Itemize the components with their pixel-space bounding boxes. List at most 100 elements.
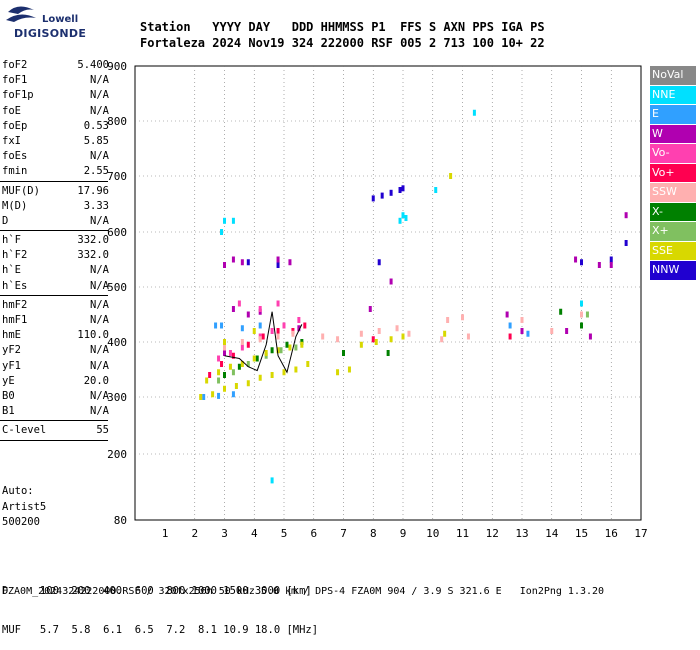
param-value: N/A [90, 214, 109, 227]
logo-text-digisonde: DIGISONDE [14, 27, 87, 40]
param-row: h`F2 332.0 [0, 248, 112, 263]
data-point [297, 317, 301, 323]
data-point [276, 333, 280, 340]
data-point [223, 262, 226, 268]
y-tick-label: 200 [107, 448, 127, 461]
param-row: h`E N/A [0, 263, 112, 278]
data-point [279, 347, 283, 354]
data-point [395, 325, 399, 332]
data-point [580, 259, 583, 266]
data-point [404, 215, 408, 221]
data-point [223, 344, 226, 351]
data-point [466, 333, 470, 340]
param-row: hmF2 N/A [0, 298, 112, 313]
data-point [449, 173, 453, 179]
data-point [276, 262, 280, 268]
legend-item-sse: SSE [650, 241, 696, 260]
data-point [336, 336, 340, 343]
param-row: B0 N/A [0, 389, 112, 404]
param-value: N/A [90, 279, 109, 292]
param-value: N/A [90, 359, 109, 372]
param-label: B1 [2, 405, 15, 418]
data-point [371, 336, 375, 343]
param-label: h`F [2, 234, 21, 247]
param-label: h`Es [2, 279, 28, 292]
data-point [609, 262, 613, 268]
param-label: D [2, 214, 9, 227]
data-point [580, 322, 583, 329]
x-tick-label: 4 [251, 527, 258, 540]
auto-program: Artist5 [2, 500, 47, 513]
data-point [306, 361, 310, 367]
data-point [237, 300, 241, 307]
x-tick-label: 8 [370, 527, 377, 540]
param-value: N/A [90, 150, 109, 163]
data-point [377, 328, 381, 334]
legend-item-e: E [650, 105, 696, 124]
data-point [386, 350, 390, 356]
data-point [398, 217, 402, 224]
y-tick-label: 900 [107, 60, 127, 73]
param-label: fxI [2, 134, 21, 147]
param-separator [0, 420, 108, 422]
legend-item-noval: NoVal [650, 66, 696, 85]
data-point [270, 347, 274, 354]
distance-row: D 100 200 400 600 800 1000 1500 3000 [km… [2, 585, 312, 597]
data-point [240, 361, 244, 367]
param-separator [0, 180, 108, 182]
param-separator [0, 294, 108, 296]
param-row: foEs N/A [0, 149, 112, 164]
param-label: foEs [2, 150, 28, 163]
data-point [246, 361, 250, 367]
param-value: N/A [90, 314, 109, 326]
param-row: foE N/A [0, 104, 112, 119]
data-point [214, 322, 218, 329]
data-point [443, 330, 447, 337]
param-value: 0.53 [83, 119, 109, 132]
data-point [220, 322, 224, 329]
param-separator [0, 230, 108, 232]
data-point [407, 330, 411, 337]
data-point [336, 369, 340, 376]
data-point [223, 350, 226, 356]
y-tick-label: 700 [107, 170, 127, 183]
header-field-names: Station YYYY DAY DDD HHMMSS P1 FFS S AXN… [140, 20, 545, 34]
y-tick-label: 400 [107, 336, 127, 349]
param-value: 55 [96, 424, 109, 437]
data-point [258, 336, 262, 343]
param-row: C-level 55 [0, 423, 112, 438]
param-label: C-level [2, 424, 47, 437]
param-label: yF2 [2, 344, 21, 357]
x-tick-label: 7 [340, 527, 347, 540]
data-point [252, 328, 256, 334]
data-point [580, 300, 583, 307]
data-point [258, 306, 262, 312]
data-point [303, 322, 307, 329]
data-point [270, 477, 274, 484]
data-point [389, 278, 393, 285]
data-point [401, 212, 405, 219]
data-point [231, 217, 235, 224]
param-value: 332.0 [77, 234, 109, 247]
data-point [377, 259, 381, 266]
data-point [231, 256, 235, 263]
data-point [217, 377, 221, 384]
param-label: h`E [2, 264, 21, 277]
param-value: N/A [90, 264, 109, 277]
data-point [297, 325, 301, 332]
data-point [223, 372, 226, 378]
data-point [276, 300, 280, 307]
data-point [585, 311, 589, 318]
legend-item-x-: X+ [650, 222, 696, 241]
plot-frame [134, 65, 642, 521]
data-point [446, 317, 450, 323]
x-tick-label: 15 [575, 527, 588, 540]
legend-item-w: W [650, 124, 696, 143]
x-tick-label: 1 [162, 527, 169, 540]
data-point [261, 333, 265, 340]
data-point [359, 330, 363, 337]
data-point [550, 328, 554, 334]
param-row: hmE 110.0 [0, 328, 112, 343]
param-label: hmF1 [2, 314, 28, 326]
auto-version: 500200 [2, 516, 40, 528]
